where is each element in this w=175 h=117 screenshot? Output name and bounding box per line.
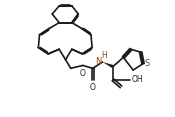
Text: H: H bbox=[101, 51, 107, 60]
Text: O: O bbox=[89, 83, 95, 92]
Text: N: N bbox=[96, 57, 102, 66]
Text: S: S bbox=[145, 59, 150, 68]
Text: O: O bbox=[80, 69, 86, 78]
Polygon shape bbox=[103, 62, 114, 68]
Text: OH: OH bbox=[131, 75, 143, 84]
